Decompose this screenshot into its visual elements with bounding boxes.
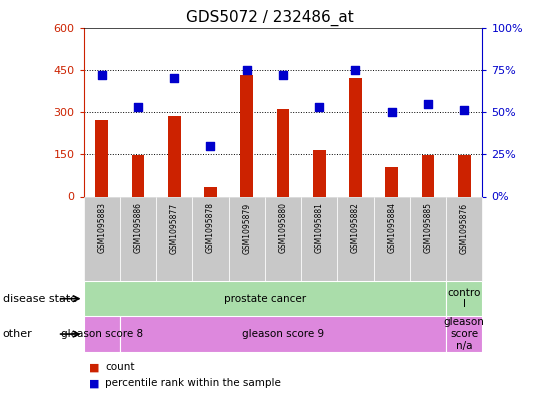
Text: gleason
score
n/a: gleason score n/a [444,318,485,351]
Bar [349,78,362,196]
Text: count: count [105,362,135,373]
Text: GSM1095885: GSM1095885 [424,202,432,253]
Text: GSM1095886: GSM1095886 [134,202,142,253]
Bar [301,196,337,281]
Text: GSM1095881: GSM1095881 [315,202,324,253]
Point [279,72,287,78]
Bar [120,196,156,281]
Bar [277,109,289,196]
Bar [265,196,301,281]
Bar [84,196,120,281]
Point [206,143,215,149]
Point [98,72,106,78]
Text: GSM1095884: GSM1095884 [387,202,396,253]
Bar [446,196,482,281]
Text: GDS5072 / 232486_at: GDS5072 / 232486_at [185,10,354,26]
Text: prostate cancer: prostate cancer [224,294,306,304]
Text: percentile rank within the sample: percentile rank within the sample [105,378,281,388]
Point [134,104,142,110]
Point [388,109,396,115]
Bar [385,167,398,196]
Bar [458,155,471,196]
Text: contro
l: contro l [447,288,481,309]
Bar [192,196,229,281]
Point [170,75,178,81]
Bar [132,155,144,196]
Text: gleason score 8: gleason score 8 [60,329,143,339]
Text: GSM1095877: GSM1095877 [170,202,179,253]
Bar [156,196,192,281]
Bar [229,196,265,281]
Text: GSM1095879: GSM1095879 [242,202,251,253]
Point [460,107,468,114]
Bar [337,196,374,281]
Text: gleason score 9: gleason score 9 [242,329,324,339]
Bar [446,316,482,352]
Bar [120,316,446,352]
Text: GSM1095878: GSM1095878 [206,202,215,253]
Text: ■: ■ [89,362,99,373]
Point [243,66,251,73]
Text: disease state: disease state [3,294,77,304]
Bar [374,196,410,281]
Bar [313,150,326,196]
Text: GSM1095882: GSM1095882 [351,202,360,253]
Text: other: other [3,329,32,339]
Point [315,104,323,110]
Bar [204,187,217,196]
Text: ■: ■ [89,378,99,388]
Bar [84,316,120,352]
Text: GSM1095880: GSM1095880 [279,202,287,253]
Bar [421,155,434,196]
Point [351,66,360,73]
Bar [240,75,253,196]
Bar [446,281,482,316]
Bar [95,120,108,196]
Text: GSM1095883: GSM1095883 [97,202,106,253]
Point [424,100,432,107]
Bar [410,196,446,281]
Bar [168,116,181,196]
Text: GSM1095876: GSM1095876 [460,202,469,253]
